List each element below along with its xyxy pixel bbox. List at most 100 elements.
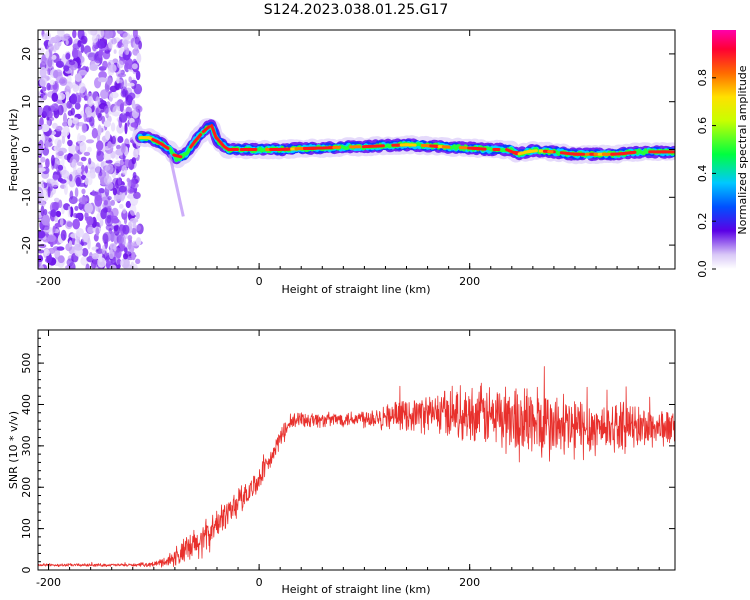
colorbar-tick-label: 0.6 [696,117,709,135]
noise-blob [52,174,60,180]
noise-blob [40,55,48,66]
noise-blob [79,135,87,142]
noise-blob [106,252,110,261]
noise-blob [121,165,128,175]
noise-blob [128,92,136,100]
noise-blob [38,167,46,172]
noise-blob [51,181,59,188]
noise-blob [78,82,86,94]
ridge-peak [627,150,637,155]
noise-blob [38,124,43,131]
noise-blob [70,93,78,105]
noise-blob [38,180,45,193]
noise-blob [84,165,88,174]
noise-blob [78,196,88,205]
x-tick-label: -200 [36,275,61,288]
noise-blob [38,105,43,117]
noise-blob [68,143,76,154]
noise-blob [61,135,66,145]
noise-blob [74,73,82,82]
noise-blob [111,218,120,224]
noise-blob [46,82,51,91]
noise-blob [74,174,83,185]
noise-blob [116,123,124,134]
noise-blob [128,76,132,83]
noise-blob [124,247,128,254]
noise-blob [46,56,55,69]
noise-blob [119,203,124,209]
noise-blob [123,216,128,225]
noise-blob [105,181,114,190]
noise-blob [81,188,86,195]
noise-blob [132,149,139,158]
noise-blob [51,54,57,60]
noise-blob [109,243,117,250]
noise-blob [107,141,112,149]
noise-blob [135,211,140,220]
noise-blob [72,218,80,230]
noise-blob [102,60,108,69]
noise-blob [131,63,138,70]
noise-blob [53,70,59,79]
noise-blob [42,147,50,156]
noise-blob [41,91,48,101]
noise-blob [76,167,82,173]
noise-blob [110,91,119,99]
noise-blob [80,44,85,53]
noise-blob [96,150,105,162]
noise-blob [47,234,57,242]
noise-blob [116,30,124,35]
ridge-peak [193,133,203,143]
noise-blob [67,118,73,127]
noise-blob [72,84,80,93]
noise-blob [56,246,65,251]
noise-blob [116,60,124,69]
colorbar-tick-label: 0.8 [696,69,709,87]
y-tick-label: 0 [20,146,33,153]
ridge-peak [475,147,487,151]
noise-blob [86,176,93,186]
y-tick-label: 500 [20,353,33,374]
noise-blob [52,225,56,233]
noise-blob [79,141,87,153]
noise-blob [49,79,56,86]
noise-blob [43,249,50,257]
noise-blob [104,30,114,39]
noise-blob [50,209,57,218]
colorbar-tick-label: 0.2 [696,212,709,230]
y-tick-label: 10 [20,95,33,109]
colorbar-tick-label: 0.0 [696,260,709,278]
noise-blob [131,99,136,109]
noise-blob [130,122,138,128]
y-tick-label: -20 [20,236,33,254]
noise-blob [53,43,57,53]
noise-blob [55,158,59,164]
noise-blob [104,49,111,54]
noise-blob [117,73,127,78]
noise-blob [84,202,94,214]
noise-blob [66,75,72,84]
noise-blob [131,157,136,165]
noise-blob [127,241,132,250]
noise-blob [100,89,109,99]
y-tick-label: 20 [20,47,33,61]
ridge-peak [201,125,211,134]
noise-blob [45,158,50,169]
ridge-peak [172,153,183,159]
noise-blob [101,245,106,254]
noise-blob [47,68,51,76]
noise-blob [68,240,73,248]
noise-blob [71,159,77,170]
noise-blob [98,49,103,59]
noise-blob [41,214,50,226]
y-tick-label: 100 [20,518,33,539]
noise-blob [135,105,143,113]
noise-blob [120,143,126,154]
noise-blob [41,33,50,40]
noise-blob [45,50,50,59]
noise-blob [55,60,64,68]
noise-blob [111,135,116,145]
noise-blob [65,52,71,60]
noise-blob [121,257,130,269]
noise-blob [105,130,111,141]
